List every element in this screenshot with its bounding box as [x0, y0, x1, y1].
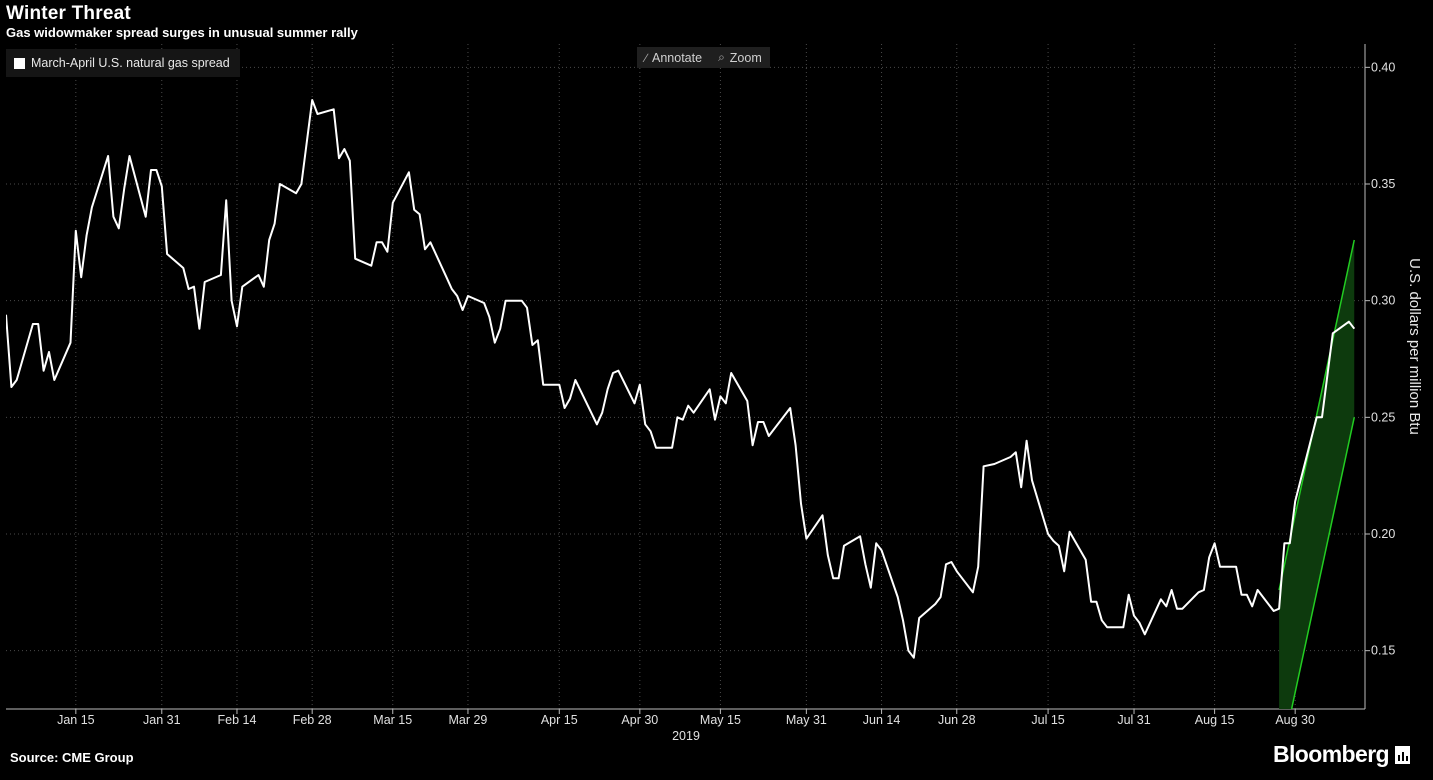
- y-tick-label: 0.40: [1371, 60, 1395, 74]
- brand-logo: Bloomberg: [1273, 741, 1410, 768]
- zoom-label: Zoom: [729, 50, 762, 65]
- x-tick-label: Feb 14: [218, 713, 257, 727]
- y-tick-label: 0.15: [1371, 644, 1395, 658]
- chart-subtitle: Gas widowmaker spread surges in unusual …: [6, 25, 358, 40]
- x-tick-label: Aug 15: [1195, 713, 1235, 727]
- x-tick-label: May 31: [786, 713, 827, 727]
- x-tick-label: Jul 31: [1117, 713, 1150, 727]
- brand-name: Bloomberg: [1273, 741, 1390, 767]
- trend-channel: [1278, 239, 1355, 709]
- y-tick-label: 0.35: [1371, 177, 1395, 191]
- x-tick-label: Aug 30: [1275, 713, 1315, 727]
- x-tick-label: Apr 30: [621, 713, 658, 727]
- x-axis-label: 2019: [672, 729, 700, 743]
- pencil-icon: ∕: [645, 50, 648, 65]
- chart-toolbar: ∕ Annotate ⌕ Zoom: [637, 47, 770, 68]
- x-tick-label: Jul 15: [1031, 713, 1064, 727]
- x-tick-label: Jun 14: [863, 713, 901, 727]
- y-tick-label: 0.20: [1371, 527, 1395, 541]
- x-tick-label: Feb 28: [293, 713, 332, 727]
- trend-channel-lower: [1290, 417, 1355, 709]
- x-tick-label: Mar 15: [373, 713, 412, 727]
- chart-title: Winter Threat: [6, 3, 131, 24]
- legend-swatch: [14, 57, 25, 69]
- bar-chart-icon: [1395, 745, 1410, 764]
- x-tick-label: Jun 28: [938, 713, 976, 727]
- legend: March-April U.S. natural gas spread: [6, 49, 240, 77]
- x-tick-label: Apr 15: [541, 713, 578, 727]
- y-tick-label: 0.25: [1371, 410, 1395, 424]
- y-axis-label: U.S. dollars per million Btu: [1406, 258, 1423, 435]
- source-note: Source: CME Group: [10, 750, 134, 765]
- legend-label: March-April U.S. natural gas spread: [31, 56, 230, 70]
- y-tick-label: 0.30: [1371, 294, 1395, 308]
- x-tick-label: Mar 29: [448, 713, 487, 727]
- x-tick-label: Jan 31: [143, 713, 181, 727]
- x-tick-label: May 15: [700, 713, 741, 727]
- trend-channel-fill: [1279, 240, 1355, 709]
- magnifier-icon: ⌕: [718, 50, 725, 64]
- series-line: [6, 99, 1356, 659]
- annotate-label: Annotate: [652, 50, 703, 65]
- zoom-button[interactable]: ⌕ Zoom: [710, 47, 770, 68]
- annotate-button[interactable]: ∕ Annotate: [637, 47, 710, 68]
- x-tick-label: Jan 15: [57, 713, 95, 727]
